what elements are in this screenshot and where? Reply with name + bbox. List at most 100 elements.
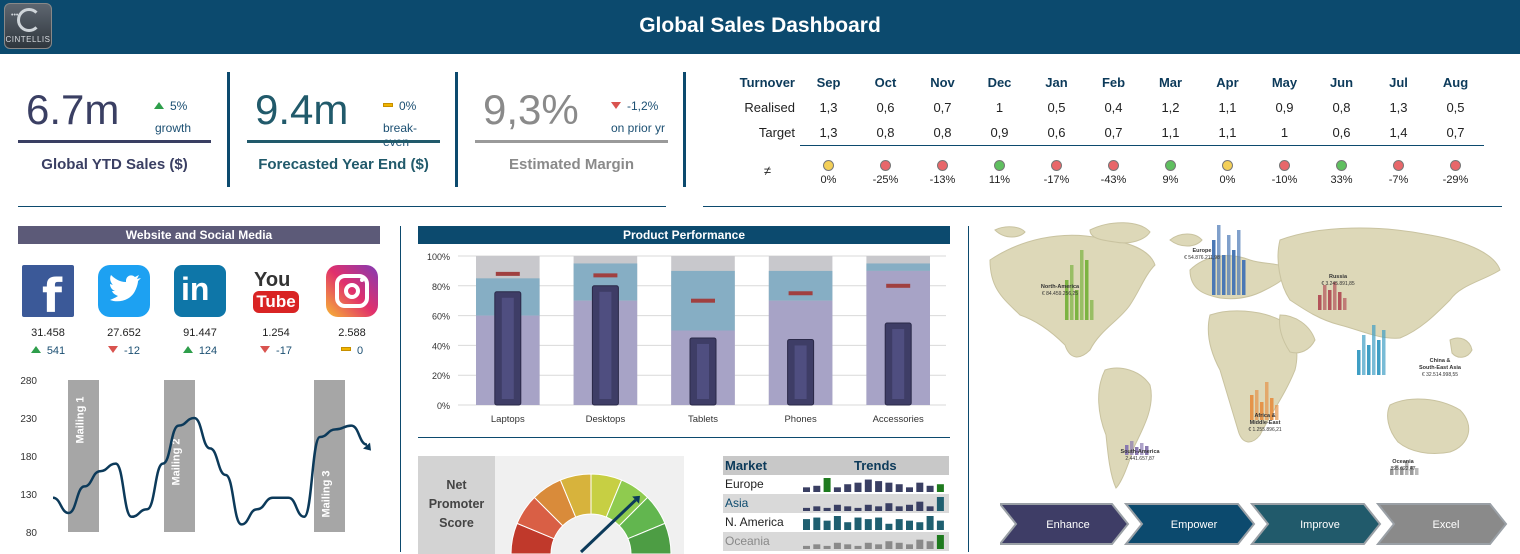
y-tick-label: 180 (20, 452, 37, 463)
band-ok (866, 263, 930, 271)
continent-shape (1449, 337, 1473, 358)
region-bar (1085, 260, 1089, 320)
region-bar (1250, 395, 1254, 420)
diff-cell: -29% (1427, 144, 1484, 195)
region-bar (1232, 250, 1236, 295)
category-label: Laptops (491, 414, 525, 425)
region-bar (1130, 441, 1134, 455)
facebook-icon[interactable]: f (22, 265, 74, 317)
status-dot-icon (880, 159, 891, 171)
turnover-table: Turnover Sep Oct Nov Dec Jan Feb Mar Apr May Jun Ju… (705, 70, 1495, 195)
diff-label: ≠ (763, 162, 772, 178)
kpi-change: 5% (154, 99, 187, 113)
month-header: Jan (1045, 75, 1068, 90)
category-label: Phones (784, 414, 816, 425)
region-bar (1217, 225, 1221, 295)
region-bar (1362, 335, 1366, 375)
diff-value: -10% (1271, 173, 1298, 186)
spark-bar (916, 501, 924, 511)
social-delta: -17 (248, 345, 304, 357)
diff-cell: 11% (971, 144, 1028, 195)
arrow-down-icon (260, 346, 271, 353)
target-marker (886, 283, 911, 288)
process-arrows: Enhance Empower Improve Excel (1000, 503, 1508, 545)
market-row: Oceania (723, 532, 949, 551)
kpi-underline (18, 140, 211, 143)
status-dot-icon (1051, 159, 1062, 171)
actual-bar-highlight (892, 329, 905, 399)
line-end-arrow (363, 442, 371, 451)
step-label: Enhance (1046, 519, 1089, 531)
diff-value: -17% (1043, 173, 1070, 186)
cintellis-logo: ••• CINTELLIS (4, 3, 52, 49)
region-bar (1125, 445, 1129, 455)
region-bar (1222, 255, 1226, 295)
world-map: North-America€ 84.459.256,25 Europe€ 54.8… (989, 222, 1501, 489)
mailing-label: Mailing 1 (75, 396, 87, 443)
social-value: 31.458 (31, 327, 65, 339)
instagram-icon[interactable] (326, 265, 378, 317)
realised-cell: 0,6 (876, 100, 895, 115)
twitter-icon[interactable] (98, 265, 150, 317)
kpi-divider (227, 72, 230, 187)
step-arrow (1375, 503, 1508, 545)
spark-bar (854, 507, 862, 511)
region-bar (1075, 290, 1079, 320)
month-header: Sep (816, 75, 841, 90)
kpi-margin: 9,3% -1,2% on prior yr Estimated Margin (475, 74, 668, 184)
region-bar (1260, 402, 1264, 420)
kpi-underline (247, 140, 440, 143)
social-item: 2.588 0 (324, 265, 380, 357)
realised-cell: 1 (995, 100, 1004, 115)
continent-shape (994, 226, 1026, 238)
region-name: South-East Asia (1419, 365, 1462, 371)
region-bar (1265, 382, 1269, 420)
kpi-divider (455, 72, 458, 187)
kpi-label: Forecasted Year End ($) (258, 156, 429, 173)
spark-bar (926, 516, 934, 530)
youtube-icon[interactable]: You Tube (250, 265, 302, 317)
kpi-divider (683, 72, 686, 187)
social-delta: 124 (172, 345, 228, 357)
market-row: Asia (723, 494, 949, 513)
spark-bar (833, 504, 841, 511)
social-delta: -12 (96, 345, 152, 357)
y-tick-label: 0% (437, 401, 450, 411)
spark-bar (854, 545, 862, 549)
region-bar (1242, 260, 1246, 295)
region-bar (1070, 265, 1074, 320)
kpi-change: -1,2% (611, 99, 658, 113)
region-bar (1145, 446, 1149, 455)
gauge-segment (627, 522, 672, 554)
header-bar: ••• CINTELLIS Global Sales Dashboard (0, 0, 1520, 54)
panel-divider (400, 226, 401, 552)
actual-bar-highlight (501, 297, 514, 399)
continent-shape (1089, 222, 1151, 244)
region-bar (1372, 325, 1376, 375)
status-dot-icon (1165, 159, 1176, 171)
social-value: 27.652 (107, 327, 141, 339)
spark-bar (936, 484, 944, 492)
status-dot-icon (1393, 159, 1404, 171)
status-dot-icon (1450, 159, 1461, 171)
spark-bar (823, 520, 831, 530)
target-cell: 0,7 (1104, 124, 1123, 140)
continent-shape (1277, 227, 1501, 339)
kpi-label: Estimated Margin (508, 156, 635, 173)
region-bar (1270, 398, 1274, 420)
continent-shape (1169, 233, 1203, 247)
realised-cell: 0,4 (1104, 100, 1123, 115)
logo-c-icon (17, 8, 41, 32)
y-tick-label: 80 (26, 528, 38, 539)
step-arrow (1000, 503, 1130, 545)
region-bar (1212, 240, 1216, 295)
status-dot-icon (1279, 159, 1290, 171)
kpi-change-sub: break-even (383, 121, 418, 149)
spark-bar (936, 497, 944, 511)
step-arrow (1123, 503, 1256, 545)
spark-bar (906, 487, 913, 492)
spark-bar (844, 484, 852, 492)
target-marker (593, 273, 618, 278)
linkedin-icon[interactable]: in (174, 265, 226, 317)
gauge-needle-tip (632, 495, 640, 504)
